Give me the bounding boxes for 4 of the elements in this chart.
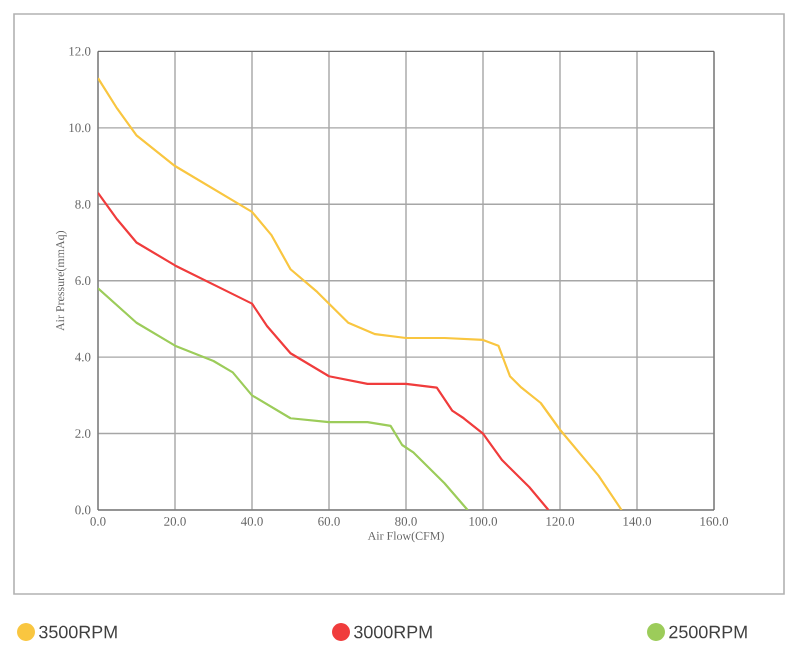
legend-label: 3500RPM (39, 625, 117, 639)
legend-label: 3000RPM (354, 625, 432, 639)
legend-label: 2500RPM (669, 625, 747, 639)
line-series (98, 287, 469, 510)
